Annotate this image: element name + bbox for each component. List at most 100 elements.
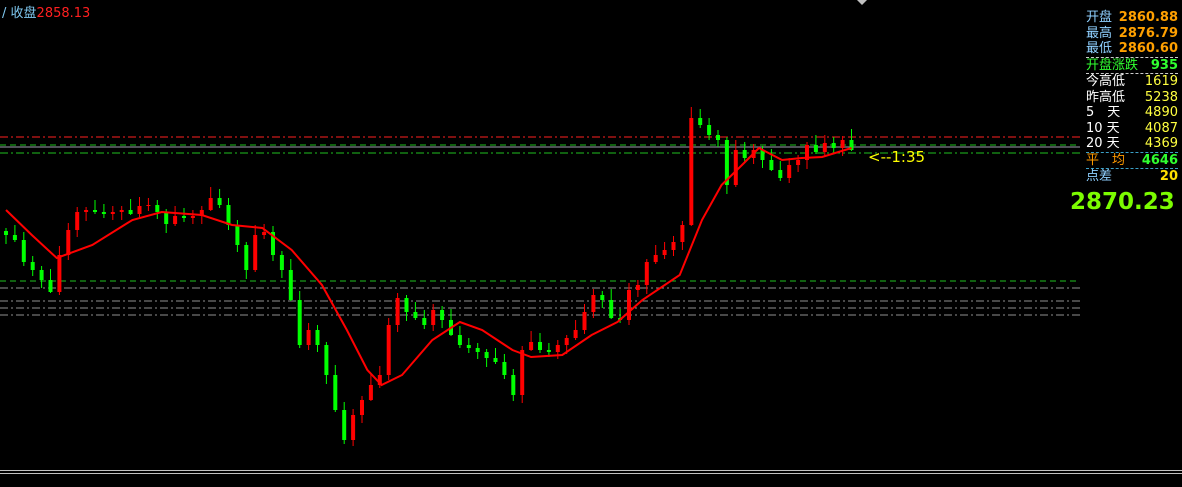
today-range-label: 今高低 <box>1086 74 1126 89</box>
candle-body <box>787 165 792 178</box>
candle-body <box>217 198 222 205</box>
candle-body <box>226 205 231 225</box>
candle-body <box>778 170 783 178</box>
d10-label: 10 天 <box>1086 120 1120 136</box>
candle-body <box>182 216 186 218</box>
candle-body <box>404 298 409 312</box>
candle-body <box>190 216 195 218</box>
candle-body <box>591 295 596 312</box>
candle-body <box>493 358 498 362</box>
candle-body <box>164 212 169 224</box>
candle-body <box>502 362 507 375</box>
candle-body <box>57 255 62 292</box>
candle-body <box>724 140 729 185</box>
close-readout: / 收盘2858.13 <box>2 2 90 21</box>
candle-body <box>110 212 115 214</box>
candle-body <box>609 300 614 318</box>
candle-body <box>360 400 364 415</box>
header-prefix: / <box>2 6 7 21</box>
today-range-value: 1619 <box>1144 74 1178 89</box>
candle-body <box>128 210 133 214</box>
candle-body <box>538 342 542 350</box>
candle-body <box>840 140 845 148</box>
avg-label: 平 均 <box>1086 152 1126 168</box>
candle-body <box>760 150 765 160</box>
candle-body <box>769 160 774 170</box>
candle-body <box>529 342 534 350</box>
candle-body <box>555 345 560 352</box>
candle-body <box>457 335 462 345</box>
candle-body <box>413 312 418 318</box>
yest-range-label: 昨高低 <box>1086 89 1126 105</box>
time-annotation: <--1:35 <box>868 148 926 166</box>
candle-body <box>119 210 124 212</box>
candle-body <box>342 410 347 440</box>
candle-body <box>689 118 694 225</box>
candle-body <box>39 270 44 280</box>
candle-body <box>707 125 712 135</box>
d5-label: 5 天 <box>1086 105 1121 120</box>
yest-range-value: 5238 <box>1144 89 1178 105</box>
candle-body <box>466 345 471 348</box>
moving-average-line <box>5 146 852 387</box>
candle-body <box>733 150 738 185</box>
candle-body <box>306 330 311 345</box>
candle-body <box>173 216 178 224</box>
candle-body <box>431 310 436 325</box>
open-value: 2860.88 <box>1118 10 1178 25</box>
candle-body <box>573 330 578 338</box>
close-label: 收盘 <box>10 6 37 21</box>
candle-body <box>4 231 8 235</box>
candle-body <box>600 295 605 300</box>
low-value: 2860.60 <box>1118 41 1178 56</box>
points-value: 20 <box>1159 169 1178 184</box>
top-marker-icon <box>857 0 867 5</box>
d5-value: 4890 <box>1144 105 1178 120</box>
d20-value: 4369 <box>1144 136 1178 151</box>
candle-body <box>813 145 818 152</box>
high-value: 2876.79 <box>1118 25 1178 41</box>
candle-body <box>271 232 275 255</box>
candle-body <box>235 225 240 245</box>
candle-body <box>742 150 747 158</box>
candle-body <box>511 375 516 395</box>
candle-body <box>475 348 480 352</box>
candle-body <box>288 270 293 300</box>
candle-body <box>21 240 26 262</box>
close-value: 2858.13 <box>36 6 91 21</box>
candle-body <box>635 285 640 290</box>
candle-body <box>315 330 320 345</box>
candle-body <box>395 298 400 325</box>
candle-body <box>546 350 551 352</box>
open-change-label: 开盘涨跌 <box>1086 57 1139 73</box>
candle-body <box>48 280 53 292</box>
candle-body <box>368 385 373 400</box>
candle-body <box>484 352 489 358</box>
candle-body <box>662 250 667 255</box>
candle-body <box>698 118 703 125</box>
current-price: 2870.23 <box>1070 189 1175 215</box>
candle-body <box>30 262 35 270</box>
avg-value: 4646 <box>1141 152 1178 168</box>
candle-body <box>12 235 17 240</box>
candle-body <box>377 375 382 385</box>
candle-body <box>422 318 427 325</box>
candle-body <box>440 310 445 320</box>
candle-body <box>805 145 809 160</box>
candle-body <box>84 210 89 212</box>
candle-body <box>564 338 569 345</box>
open-label: 开盘 <box>1086 10 1113 25</box>
candle-body <box>680 225 685 242</box>
candle-body <box>279 255 284 270</box>
low-label: 最低 <box>1086 41 1113 56</box>
candle-body <box>386 325 391 375</box>
candle-body <box>101 212 106 214</box>
candle-body <box>671 242 676 250</box>
candle-body <box>351 415 356 440</box>
high-label: 最高 <box>1086 25 1113 41</box>
d20-label: 20 天 <box>1086 136 1120 151</box>
candle-body <box>297 300 302 345</box>
candle-body <box>75 212 80 230</box>
candle-body <box>324 345 329 375</box>
